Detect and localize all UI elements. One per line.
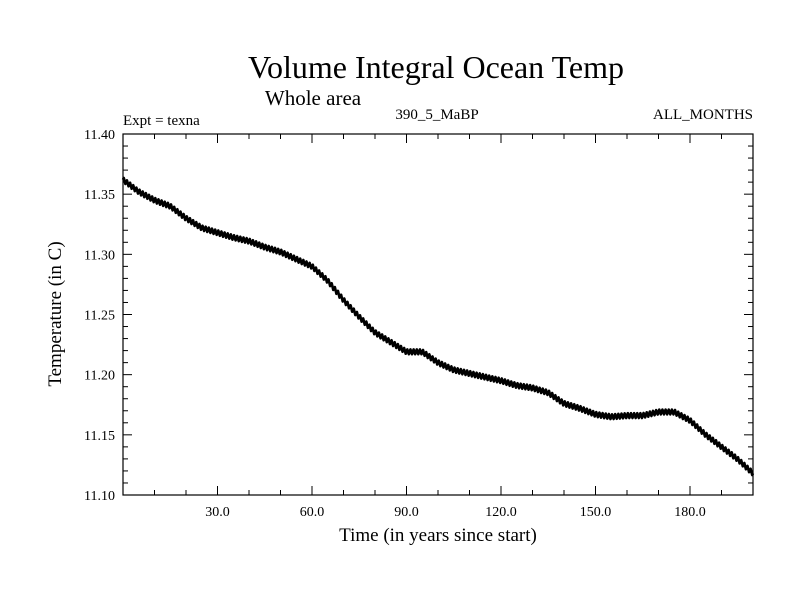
y-tick-label: 11.20	[84, 369, 115, 384]
y-axis: 11.10 11.15 11.20 11.25 11.30 11.35 11.40	[84, 128, 753, 504]
y-tick-label: 11.35	[84, 188, 115, 203]
chart-subtitle: Whole area	[265, 86, 362, 110]
x-tick-label: 150.0	[580, 505, 612, 520]
data-series-line	[121, 176, 755, 477]
y-tick-label: 11.30	[84, 248, 115, 263]
y-tick-label: 11.40	[84, 128, 115, 143]
months-label: ALL_MONTHS	[653, 107, 753, 123]
x-axis: 30.0 60.0 90.0 120.0 150.0 180.0	[154, 134, 722, 520]
chart-title: Volume Integral Ocean Temp	[248, 49, 624, 85]
x-tick-label: 30.0	[205, 505, 230, 520]
experiment-label: Expt = texna	[123, 113, 200, 129]
run-id-label: 390_5_MaBP	[395, 107, 478, 123]
x-tick-label: 90.0	[394, 505, 419, 520]
x-tick-label: 60.0	[300, 505, 325, 520]
x-axis-label: Time (in years since start)	[339, 525, 537, 546]
y-axis-label: Temperature (in C)	[45, 241, 66, 386]
x-tick-label: 180.0	[674, 505, 706, 520]
y-tick-label: 11.15	[84, 429, 115, 444]
y-tick-label: 11.25	[84, 309, 115, 324]
plot-frame	[122, 133, 754, 496]
x-tick-label: 120.0	[485, 505, 517, 520]
y-tick-label: 11.10	[84, 489, 115, 504]
